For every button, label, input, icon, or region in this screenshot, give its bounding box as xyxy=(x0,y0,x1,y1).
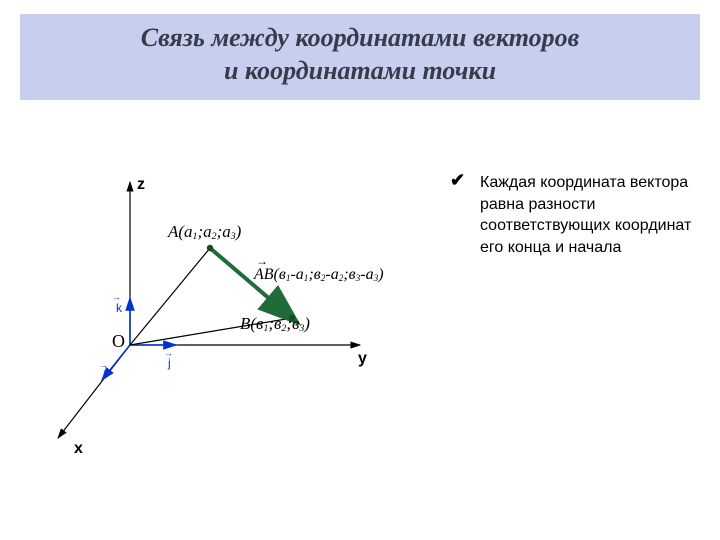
title-line1: Связь между координатами векторов xyxy=(141,23,579,52)
vector-AB-label: AB(в1-а1;в2-а2;в3-а3) xyxy=(254,266,384,284)
segment-OA xyxy=(130,248,210,345)
bullet-check-icon: ✔ xyxy=(450,170,465,191)
vector-i-label: i xyxy=(103,368,106,382)
vector-k-label: k xyxy=(116,301,122,315)
bullet-text: Каждая координата вектора равна разности… xyxy=(480,172,700,258)
axis-label-x: x xyxy=(74,440,83,458)
diagram-svg xyxy=(40,170,420,510)
point-B-label: B(в1;в2;в3) xyxy=(240,314,310,334)
title-text: Связь между координатами векторов и коор… xyxy=(20,22,700,87)
slide: Связь между координатами векторов и коор… xyxy=(0,0,720,540)
origin-label: O xyxy=(112,331,125,352)
point-A xyxy=(207,245,213,251)
axis-label-z: z xyxy=(137,176,145,194)
axis-label-y: y xyxy=(358,350,367,368)
point-A-label: A(а1;а2;а3) xyxy=(168,222,241,242)
diagram: z y x O → k → j → i A(а1;а2;а3) B(в1;в2;… xyxy=(40,170,420,510)
vector-j-label: j xyxy=(168,356,171,370)
title-line2: и координатами точки xyxy=(224,56,496,85)
